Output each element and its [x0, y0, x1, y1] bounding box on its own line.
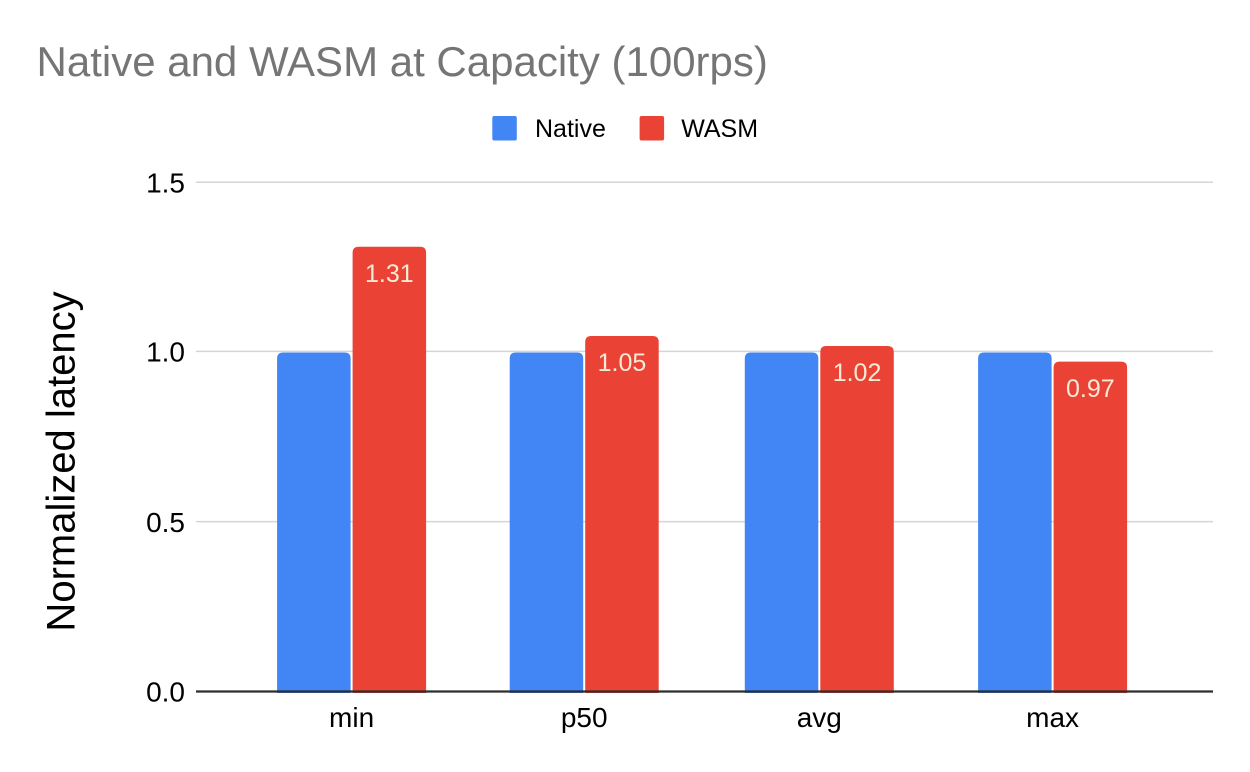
svg-text:1.0: 1.0: [146, 337, 185, 368]
svg-text:max: max: [1026, 702, 1079, 733]
svg-text:p50: p50: [561, 702, 608, 733]
svg-text:Native and WASM at Capacity (1: Native and WASM at Capacity (100rps): [37, 38, 768, 85]
svg-text:0.0: 0.0: [146, 677, 185, 708]
svg-text:avg: avg: [797, 702, 842, 733]
svg-text:1.31: 1.31: [365, 260, 414, 288]
svg-text:Native: Native: [535, 115, 606, 143]
svg-text:0.97: 0.97: [1066, 375, 1115, 403]
svg-text:1.5: 1.5: [146, 168, 185, 199]
svg-text:Normalized latency: Normalized latency: [40, 291, 84, 631]
svg-text:1.05: 1.05: [598, 349, 647, 377]
svg-text:min: min: [329, 702, 374, 733]
svg-text:WASM: WASM: [681, 115, 758, 143]
svg-text:0.5: 0.5: [146, 507, 185, 538]
svg-text:1.02: 1.02: [833, 359, 882, 387]
